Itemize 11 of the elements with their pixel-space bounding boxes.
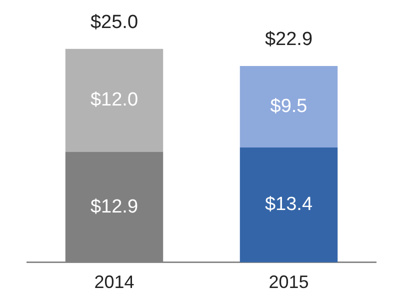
data-label: $12.9 xyxy=(90,196,138,218)
x-tick-label: 2014 xyxy=(94,272,134,292)
total-label: $25.0 xyxy=(90,12,138,34)
data-label: $9.5 xyxy=(270,96,308,117)
data-label: $12.0 xyxy=(90,90,138,111)
bar xyxy=(240,147,338,262)
bar xyxy=(65,48,164,152)
data-label: $13.4 xyxy=(264,194,313,216)
bar xyxy=(240,66,338,148)
total-label: $22.9 xyxy=(264,29,313,50)
x-tick-label: 2015 xyxy=(268,272,309,292)
